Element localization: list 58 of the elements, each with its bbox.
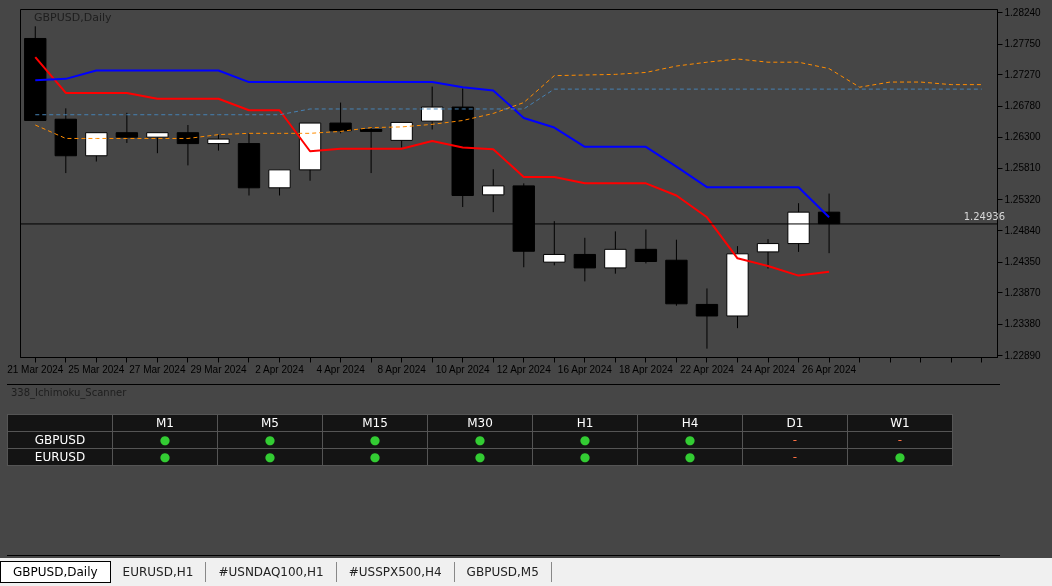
text: ●: [894, 450, 906, 464]
y-tick-label: 1.23870: [1004, 286, 1042, 298]
y-tick-label: 1.28240: [1004, 6, 1042, 18]
text: ●: [579, 433, 591, 447]
x-tick-label: 16 Apr 2024: [557, 363, 613, 375]
text: ●: [684, 433, 696, 447]
text: #USNDAQ100,H1: [206, 562, 337, 582]
category-label: H4: [637, 414, 743, 432]
y-tick-label: 1.27750: [1004, 38, 1042, 50]
category-label: M15: [322, 414, 428, 432]
text: GBPUSD,Daily: [0, 561, 111, 583]
x-tick-label: 8 Apr 2024: [377, 363, 427, 375]
x-tick-label: 12 Apr 2024: [496, 363, 552, 375]
text: ●: [474, 433, 486, 447]
text: GBPUSD,M5: [454, 562, 552, 582]
category-label: EURUSD: [34, 450, 86, 464]
category-label: GBPUSD: [34, 433, 86, 447]
y-tick-label: 1.27270: [1004, 68, 1042, 80]
text: ●: [579, 450, 591, 464]
category-label: M1: [112, 414, 218, 432]
text: -: [792, 450, 798, 464]
category-label: H1: [532, 414, 638, 432]
text: ●: [369, 433, 381, 447]
x-tick-label: 21 Mar 2024: [7, 363, 64, 375]
text: ●: [684, 450, 696, 464]
text: ●: [159, 433, 171, 447]
x-tick-label: 26 Apr 2024: [802, 363, 857, 375]
y-tick-label: 1.24350: [1004, 256, 1042, 268]
x-tick-label: 25 Mar 2024: [68, 363, 125, 375]
y-tick-label: 1.26780: [1004, 100, 1042, 112]
x-tick-label: 4 Apr 2024: [316, 363, 366, 375]
y-tick-label: 1.22890: [1004, 349, 1042, 361]
y-tick-label: 1.25320: [1004, 193, 1042, 205]
category-label: M30: [427, 414, 533, 432]
text: ●: [369, 450, 381, 464]
category-label: W1: [847, 414, 953, 432]
y-tick-label: 1.24840: [1004, 224, 1042, 236]
category-label: D1: [742, 414, 848, 432]
text: ●: [264, 450, 276, 464]
text: EURUSD,H1: [110, 562, 207, 582]
x-tick-label: 29 Mar 2024: [190, 363, 247, 375]
text: -: [897, 433, 903, 447]
y-tick-label: 1.25810: [1004, 162, 1042, 174]
text: -: [792, 433, 798, 447]
x-tick-label: 2 Apr 2024: [255, 363, 305, 375]
x-tick-label: 18 Apr 2024: [618, 363, 674, 375]
text: #USSPX500,H4: [336, 562, 455, 582]
y-tick-label: 1.23380: [1004, 318, 1042, 330]
text: ●: [264, 433, 276, 447]
ref-line-label: 1.24936: [963, 210, 1005, 222]
text: ●: [474, 450, 486, 464]
category-label: M5: [217, 414, 323, 432]
y-tick-label: 1.26300: [1004, 131, 1042, 143]
x-tick-label: 10 Apr 2024: [435, 363, 491, 375]
text: ●: [159, 450, 171, 464]
x-tick-label: 27 Mar 2024: [129, 363, 186, 375]
x-tick-label: 22 Apr 2024: [679, 363, 735, 375]
x-tick-label: 24 Apr 2024: [741, 363, 796, 375]
